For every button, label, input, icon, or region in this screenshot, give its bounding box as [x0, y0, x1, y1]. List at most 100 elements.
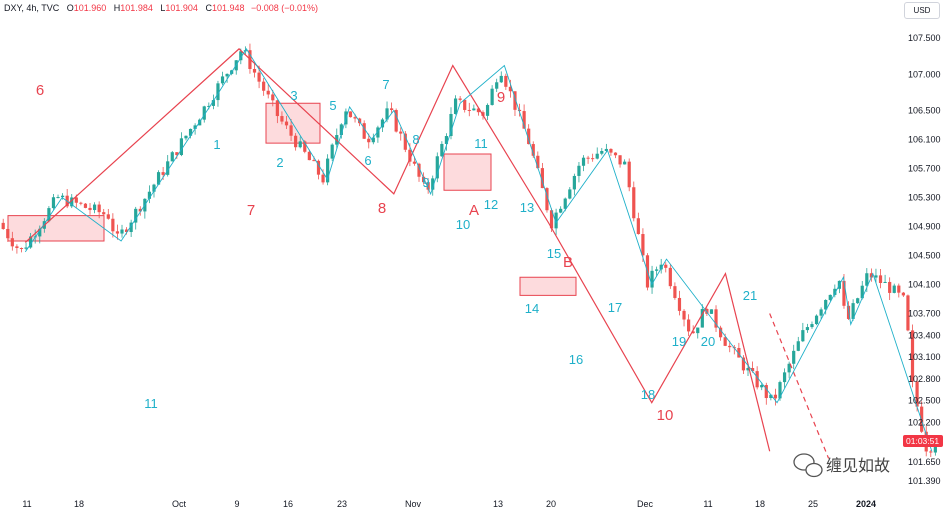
candle — [499, 71, 503, 83]
candle — [700, 304, 704, 328]
candle — [929, 449, 933, 458]
candle — [339, 123, 343, 139]
price-tick-8: 104.100 — [908, 280, 941, 290]
candle — [586, 155, 590, 164]
candle — [120, 224, 124, 238]
candle — [888, 277, 892, 300]
wave-label-red-10: 10 — [657, 407, 674, 424]
candle — [440, 141, 444, 157]
wave-label-cyan-5: 7 — [382, 77, 389, 92]
candle — [129, 219, 133, 237]
candle — [88, 202, 92, 215]
candle — [627, 158, 631, 192]
wave-label-cyan-16: 18 — [641, 387, 655, 402]
candle — [79, 201, 83, 206]
price-tick-9: 103.700 — [908, 309, 941, 319]
price-tick-11: 103.100 — [908, 352, 941, 362]
candle — [860, 280, 864, 300]
candle — [495, 78, 499, 93]
price-axis[interactable]: 107.500 107.000 106.500 106.100 105.700 105.3… — [903, 33, 943, 486]
time-tick-9: Dec — [637, 499, 654, 508]
candle — [819, 307, 823, 320]
candle — [856, 297, 860, 305]
cyan-wave-line — [24, 48, 933, 452]
candle — [6, 225, 10, 242]
candle — [563, 197, 567, 212]
candle — [618, 155, 622, 168]
candle — [760, 382, 764, 391]
wave-label-cyan-10: 12 — [484, 197, 498, 212]
candle — [330, 143, 334, 162]
price-tick-4: 105.700 — [908, 164, 941, 174]
candle — [572, 173, 576, 196]
candle — [513, 91, 517, 116]
time-tick-5: 23 — [337, 499, 347, 508]
candle — [664, 262, 668, 273]
candle — [316, 159, 321, 180]
wave-label-cyan-19: 21 — [743, 288, 757, 303]
candle — [326, 154, 330, 186]
candle — [782, 368, 787, 388]
time-tick-11: 18 — [755, 499, 765, 508]
candle — [655, 266, 659, 277]
candle — [138, 206, 142, 216]
candle — [531, 141, 535, 158]
candle — [225, 73, 229, 83]
candle — [143, 198, 147, 219]
candle — [568, 187, 572, 200]
close-label: C — [205, 3, 212, 13]
wave-label-cyan-15: 17 — [608, 300, 622, 315]
projection-line — [769, 313, 830, 459]
candle — [115, 224, 120, 240]
candle — [29, 232, 33, 249]
wave-label-red-A: A — [469, 202, 479, 219]
candle — [399, 127, 403, 141]
candle — [504, 73, 508, 90]
candle — [769, 394, 773, 401]
price-tick-15: 101.650 — [908, 457, 941, 467]
time-tick-8: 20 — [546, 499, 556, 508]
red-wave-line — [24, 48, 771, 452]
candle — [833, 284, 837, 298]
currency-button[interactable]: USD — [904, 2, 940, 19]
candle — [613, 152, 618, 159]
wave-label-cyan-3: 5 — [329, 98, 336, 113]
candle — [764, 382, 768, 405]
candle — [741, 355, 746, 375]
wechat-icon — [793, 453, 823, 478]
high-label: H — [113, 3, 121, 13]
zone-box-2 — [443, 153, 492, 191]
candle — [348, 111, 353, 118]
candle — [668, 264, 672, 289]
candle — [600, 147, 604, 156]
candle — [901, 291, 905, 297]
price-tick-2: 106.500 — [908, 106, 941, 116]
candle — [814, 314, 819, 326]
time-tick-6: Nov — [405, 499, 422, 508]
candle — [444, 133, 449, 151]
wave-label-red-6: 6 — [36, 82, 44, 99]
time-axis[interactable]: 11 18 Oct 9 16 23 Nov 13 20 Dec 11 18 25 2024 — [22, 499, 876, 508]
zone-box-3 — [519, 276, 577, 296]
time-tick-1: 18 — [74, 499, 84, 508]
candle — [166, 155, 170, 177]
candle — [796, 336, 800, 352]
candle — [417, 162, 421, 182]
candle — [51, 194, 56, 210]
time-tick-4: 16 — [283, 499, 293, 508]
candlestick-series — [1, 43, 937, 458]
time-tick-13: 2024 — [856, 499, 876, 508]
high-value: 101.984 — [120, 3, 153, 13]
candle — [906, 294, 910, 332]
candle — [632, 181, 636, 222]
candle — [527, 124, 531, 145]
candle — [184, 135, 188, 141]
candle — [1, 218, 5, 230]
candle — [19, 247, 24, 253]
candle — [262, 78, 266, 96]
candle — [773, 388, 778, 406]
time-tick-0: 11 — [22, 499, 31, 508]
wave-label-cyan-8: 10 — [456, 217, 470, 232]
candle — [490, 85, 494, 106]
